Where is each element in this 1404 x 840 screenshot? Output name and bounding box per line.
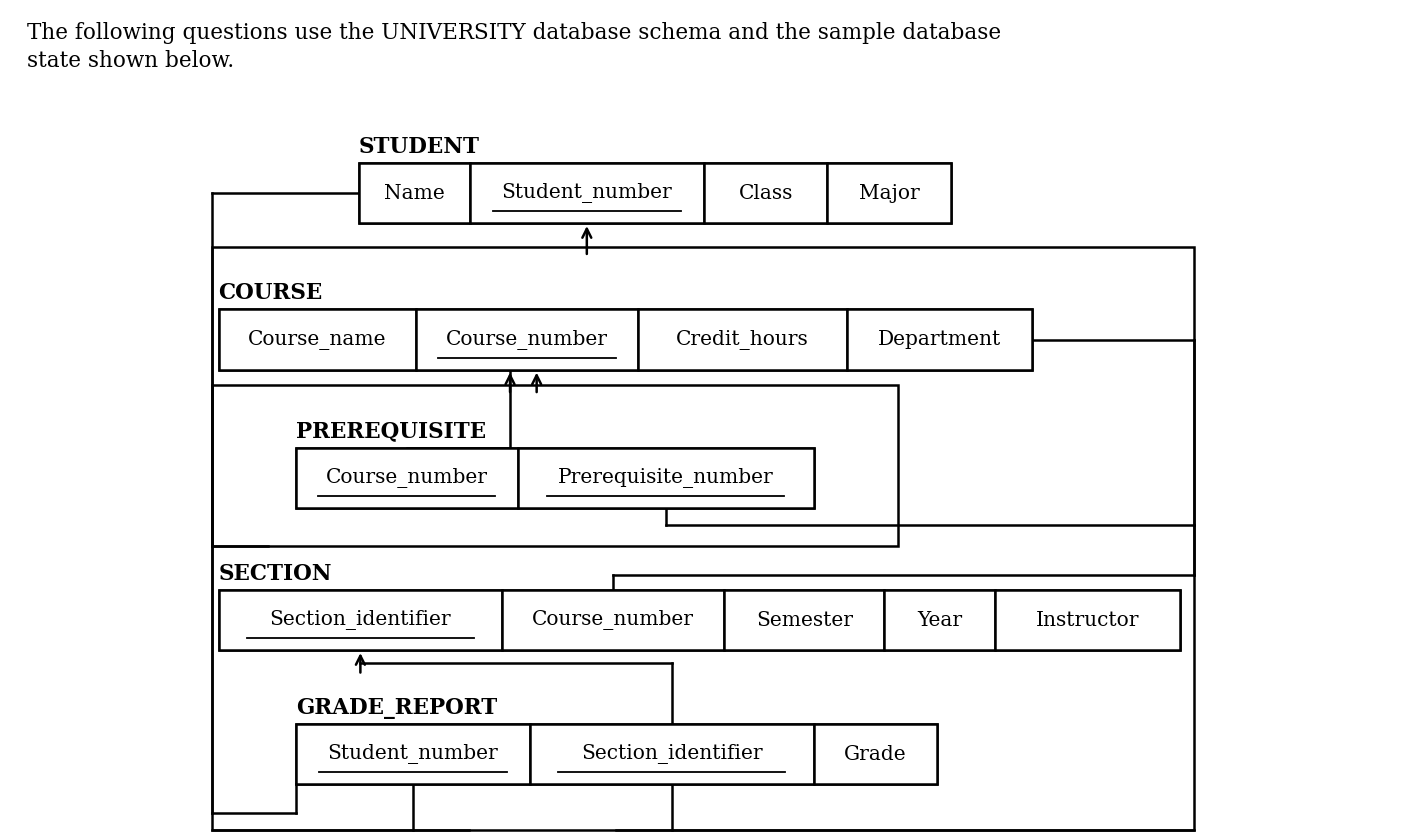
Bar (296, 448, 518, 508)
Bar (219, 590, 1181, 650)
Text: Name: Name (383, 184, 445, 202)
Bar (296, 724, 936, 785)
Bar (358, 163, 470, 223)
Text: PREREQUISITE: PREREQUISITE (296, 421, 486, 443)
Bar (848, 309, 1032, 370)
Text: Section_identifier: Section_identifier (270, 610, 451, 630)
Text: Prerequisite_number: Prerequisite_number (557, 468, 774, 488)
Bar (219, 590, 503, 650)
Text: STUDENT: STUDENT (358, 136, 480, 158)
Bar (219, 309, 416, 370)
Text: Class: Class (739, 184, 793, 202)
Text: Semester: Semester (755, 611, 852, 630)
Bar (813, 724, 936, 785)
Text: Instructor: Instructor (1036, 611, 1140, 630)
Bar (995, 590, 1181, 650)
Bar (529, 724, 813, 785)
Text: Year: Year (917, 611, 963, 630)
Text: COURSE: COURSE (219, 282, 323, 304)
Bar (724, 590, 885, 650)
Text: Course_number: Course_number (446, 329, 608, 349)
Bar (358, 163, 951, 223)
Text: Student_number: Student_number (327, 744, 498, 764)
Bar (503, 590, 724, 650)
Text: Major: Major (859, 184, 920, 202)
Text: state shown below.: state shown below. (27, 50, 233, 72)
Bar (212, 247, 1195, 830)
Text: GRADE_REPORT: GRADE_REPORT (296, 697, 497, 719)
Bar (703, 163, 827, 223)
Text: SECTION: SECTION (219, 563, 333, 585)
Bar (416, 309, 637, 370)
Text: Course_number: Course_number (326, 468, 487, 488)
Text: Credit_hours: Credit_hours (677, 329, 809, 349)
Bar (296, 724, 529, 785)
Text: The following questions use the UNIVERSITY database schema and the sample databa: The following questions use the UNIVERSI… (27, 23, 1001, 45)
Text: Course_number: Course_number (532, 610, 694, 630)
Text: Section_identifier: Section_identifier (581, 744, 762, 764)
Bar (219, 309, 1032, 370)
Text: Grade: Grade (844, 744, 907, 764)
Bar (470, 163, 703, 223)
Bar (518, 448, 813, 508)
Text: Course_name: Course_name (249, 329, 386, 349)
Bar (885, 590, 995, 650)
Text: Department: Department (879, 330, 1001, 349)
Bar (296, 448, 813, 508)
Text: Student_number: Student_number (501, 183, 673, 203)
Bar (212, 385, 897, 546)
Bar (827, 163, 951, 223)
Bar (637, 309, 848, 370)
